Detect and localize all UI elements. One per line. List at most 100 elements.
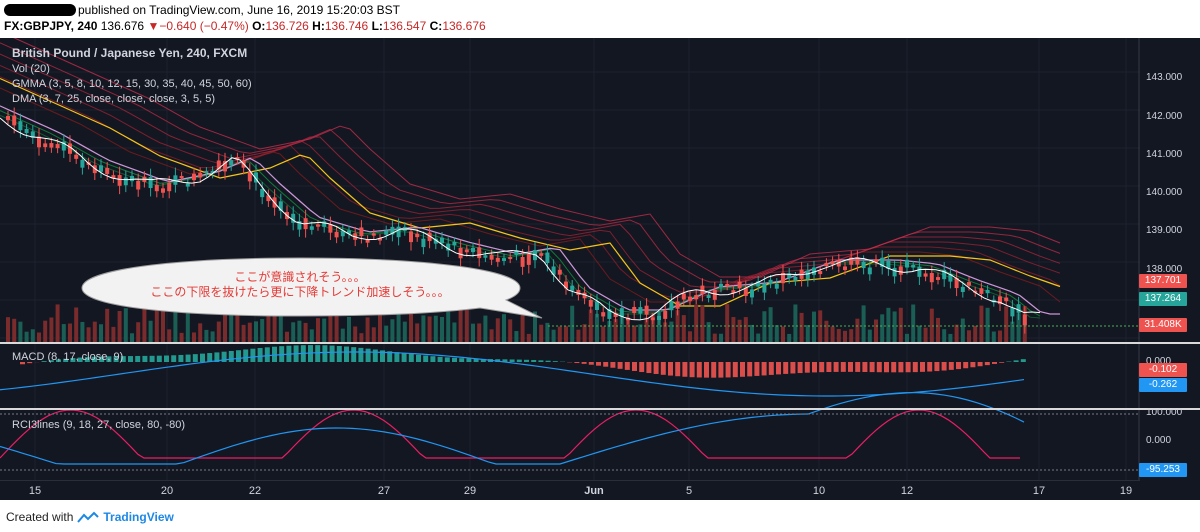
macd-histogram-bar xyxy=(164,355,169,362)
time-axis[interactable]: 15 20 22 27 29 Jun 5 10 12 17 19 xyxy=(0,480,1140,500)
volume-bar xyxy=(502,314,506,342)
candle-body xyxy=(415,233,420,238)
rci-title[interactable]: RCI3lines (9, 18, 27, close, 80, -80) xyxy=(12,419,186,431)
snapshot-footer: Created with TradingView xyxy=(0,500,1200,532)
volume-bar xyxy=(613,319,618,342)
volume-bar xyxy=(464,308,469,342)
price-line xyxy=(0,117,1041,321)
macd-histogram-bar xyxy=(77,357,83,362)
macd-histogram-bar xyxy=(948,362,954,370)
macd-histogram-bar xyxy=(452,357,457,362)
macd-histogram-bar xyxy=(574,362,580,364)
tradingview-brand[interactable]: TradingView xyxy=(103,510,174,524)
macd-histogram-bar xyxy=(243,349,249,362)
volume-bar xyxy=(266,304,271,342)
volume-bar xyxy=(508,319,513,342)
candle-body xyxy=(750,289,754,298)
candle-body xyxy=(30,131,35,138)
candle-body xyxy=(923,273,928,277)
callout-text: ここが意識されそう。。。 ここの下限を抜けたら更に下降トレンド加速しそう。。。 xyxy=(80,270,520,300)
volume-bar xyxy=(278,304,283,342)
candle-body xyxy=(18,121,23,131)
chart-area[interactable]: British Pound / Japanese Yen, 240, FXCM … xyxy=(0,38,1200,500)
pane-separator[interactable] xyxy=(0,342,1200,344)
volume-bar xyxy=(173,307,178,342)
rci-long-line xyxy=(0,391,1025,465)
price-tick: 138.000 xyxy=(1146,264,1183,275)
macd-title[interactable]: MACD (8, 17, close, 9) xyxy=(12,351,124,363)
macd-histogram-bar xyxy=(776,362,781,375)
volume-bar xyxy=(185,309,190,342)
volume-bar xyxy=(365,317,370,342)
macd-histogram-bar xyxy=(660,362,666,375)
volume-bar xyxy=(582,324,587,342)
macd-histogram-bar xyxy=(754,362,760,376)
volume-bar xyxy=(433,315,438,342)
candle-body xyxy=(1010,307,1015,317)
macd-axis[interactable]: 0.000 xyxy=(1140,344,1200,408)
time-tick: 5 xyxy=(685,485,693,497)
candle-body xyxy=(229,160,234,166)
volume-bar xyxy=(836,328,841,342)
macd-histogram-bar xyxy=(171,355,177,362)
volume-bar xyxy=(123,308,128,342)
volume-bar xyxy=(74,307,79,342)
macd-histogram-bar xyxy=(653,362,659,374)
macd-histogram-bar xyxy=(848,362,853,372)
volume-bar xyxy=(371,327,376,342)
indicator-dma[interactable]: DMA (3, 7, 25, close, close, close, 3, 5… xyxy=(12,93,215,105)
volume-bar xyxy=(117,311,122,342)
macd-histogram-bar xyxy=(257,347,263,362)
tradingview-logo-icon xyxy=(77,511,100,523)
candle-body xyxy=(316,224,320,227)
volume-bar xyxy=(663,322,668,342)
volume-bar xyxy=(588,309,593,342)
macd-histogram-bar xyxy=(869,362,875,373)
candle-body xyxy=(291,213,296,223)
open-value: 136.726 xyxy=(265,19,309,33)
macd-histogram-bar xyxy=(797,362,803,374)
candle-body xyxy=(24,128,29,134)
volume-bar xyxy=(421,315,426,342)
gmma-long-line xyxy=(0,76,1061,298)
volume-bar xyxy=(892,311,897,342)
rci-axis[interactable]: 100.000 0.000 xyxy=(1140,407,1200,518)
volume-bar xyxy=(328,314,333,342)
volume-bar xyxy=(681,315,686,342)
time-tick: 17 xyxy=(1032,485,1046,497)
candle-body xyxy=(223,161,227,172)
candle-body xyxy=(564,281,568,289)
pane-separator[interactable] xyxy=(0,408,1200,410)
volume-bar xyxy=(619,313,624,342)
candle-body xyxy=(855,257,860,265)
volume-bar xyxy=(948,333,953,342)
macd-histogram-bar xyxy=(135,355,141,362)
indicator-vol[interactable]: Vol (20) xyxy=(12,63,50,75)
candle-body xyxy=(787,273,792,279)
volume-bar xyxy=(768,307,773,342)
volume-bar xyxy=(359,333,364,342)
volume-bar xyxy=(161,310,165,342)
time-tick: 29 xyxy=(463,485,477,497)
created-with: Created with TradingView xyxy=(6,510,174,524)
candle-body xyxy=(1022,314,1027,326)
volume-bar xyxy=(998,330,1002,342)
macd-histogram-bar xyxy=(250,348,256,362)
indicator-gmma[interactable]: GMMA (3, 5, 8, 10, 12, 15, 30, 35, 40, 4… xyxy=(12,78,252,90)
volume-bar xyxy=(483,315,488,342)
macd-histogram-bar xyxy=(99,356,105,362)
macd-histogram-bar xyxy=(56,359,61,362)
volume-bar xyxy=(799,312,804,342)
price-axis[interactable]: 143.000 142.000 141.000 140.000 139.000 … xyxy=(1140,38,1200,343)
volume-bar xyxy=(18,321,23,342)
volume-bar xyxy=(353,326,358,342)
candle-body xyxy=(80,159,85,168)
volume-bar xyxy=(979,305,984,342)
candle-body xyxy=(929,273,934,283)
candle-body xyxy=(130,175,134,182)
candle-body xyxy=(849,257,854,265)
publish-info: published on TradingView.com, June 16, 2… xyxy=(4,3,400,17)
macd-histogram-bar xyxy=(624,362,630,370)
volume-bar xyxy=(440,316,444,342)
candle-body xyxy=(644,305,649,315)
